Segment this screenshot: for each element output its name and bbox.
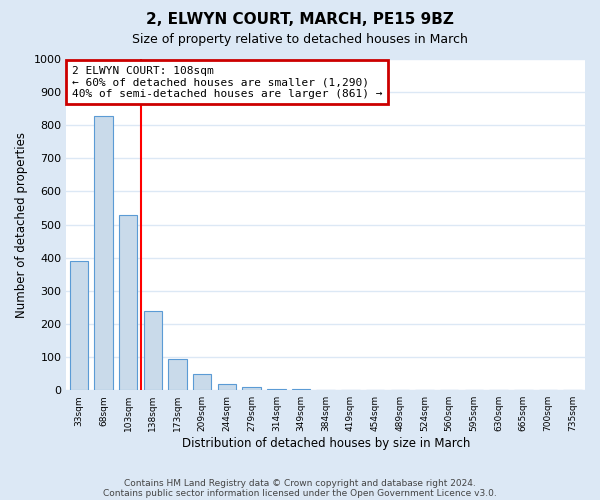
Bar: [218, 384, 236, 390]
Text: Contains public sector information licensed under the Open Government Licence v3: Contains public sector information licen…: [103, 488, 497, 498]
Text: 2, ELWYN COURT, MARCH, PE15 9BZ: 2, ELWYN COURT, MARCH, PE15 9BZ: [146, 12, 454, 28]
Bar: [267, 388, 286, 390]
Text: Contains HM Land Registry data © Crown copyright and database right 2024.: Contains HM Land Registry data © Crown c…: [124, 478, 476, 488]
Y-axis label: Number of detached properties: Number of detached properties: [15, 132, 28, 318]
Bar: [292, 388, 310, 390]
Text: 2 ELWYN COURT: 108sqm
← 60% of detached houses are smaller (1,290)
40% of semi-d: 2 ELWYN COURT: 108sqm ← 60% of detached …: [71, 66, 382, 99]
X-axis label: Distribution of detached houses by size in March: Distribution of detached houses by size …: [182, 437, 470, 450]
Bar: [242, 387, 261, 390]
Bar: [143, 310, 162, 390]
Bar: [193, 374, 211, 390]
Text: Size of property relative to detached houses in March: Size of property relative to detached ho…: [132, 32, 468, 46]
Bar: [94, 116, 113, 390]
Bar: [70, 261, 88, 390]
Bar: [119, 214, 137, 390]
Bar: [168, 358, 187, 390]
